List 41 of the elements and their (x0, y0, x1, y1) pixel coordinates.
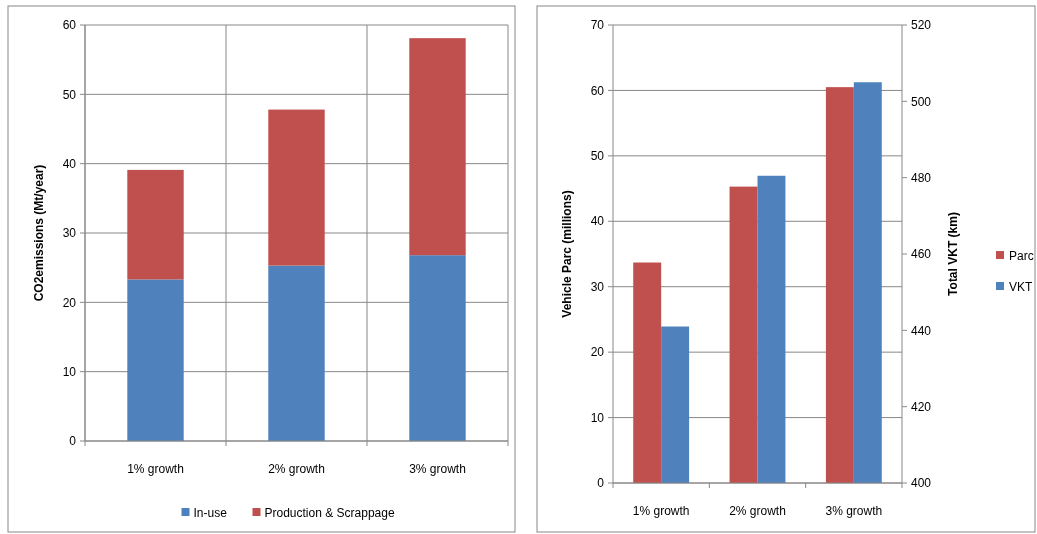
bar (268, 109, 325, 266)
legend-label: Production & Scrappage (264, 506, 395, 520)
y2-tick-label: 400 (911, 476, 932, 491)
y2-tick-label: 500 (911, 94, 932, 109)
x-tick-label: 2% growth (729, 504, 786, 518)
y-axis-title: CO2emissions (Mt/year) (32, 164, 46, 302)
y-tick-label: 0 (69, 434, 77, 449)
bar (127, 169, 184, 280)
bar (127, 279, 184, 441)
y2-tick-label: 480 (911, 170, 932, 185)
y-tick-label: 40 (62, 156, 77, 171)
y-tick-label: 20 (62, 295, 77, 310)
y-tick-label: 50 (590, 149, 605, 164)
legend-label: Parc (1009, 249, 1034, 263)
legend-label: VKT (1009, 280, 1034, 294)
bar (409, 38, 466, 256)
y-tick-label: 20 (590, 345, 605, 360)
x-tick-label: 3% growth (825, 504, 883, 518)
y-tick-label: 40 (590, 214, 605, 229)
legend-label: In-use (193, 506, 228, 520)
x-tick-label: 2% growth (268, 462, 325, 476)
y-axis-title: Vehicle Parc (millions) (560, 190, 574, 318)
x-tick-label: 3% growth (409, 462, 466, 476)
y2-tick-label: 420 (911, 399, 932, 414)
y-tick-label: 0 (597, 476, 605, 491)
y-tick-label: 60 (590, 83, 605, 98)
y-tick-label: 10 (590, 410, 605, 425)
y2-tick-label: 460 (911, 247, 932, 262)
bar (409, 255, 466, 441)
y-tick-label: 30 (62, 226, 77, 241)
y-tick-label: 30 (590, 279, 605, 294)
y-tick-label: 70 (590, 18, 605, 33)
y2-tick-label: 440 (911, 323, 932, 338)
y-tick-label: 50 (62, 87, 77, 102)
y2-axis-title: Total VKT (km) (946, 212, 960, 296)
y-tick-label: 60 (62, 18, 77, 33)
bar (268, 265, 325, 441)
y-tick-label: 10 (62, 364, 77, 379)
x-tick-label: 1% growth (632, 504, 690, 518)
y2-tick-label: 520 (911, 18, 932, 33)
x-tick-label: 1% growth (127, 462, 184, 476)
